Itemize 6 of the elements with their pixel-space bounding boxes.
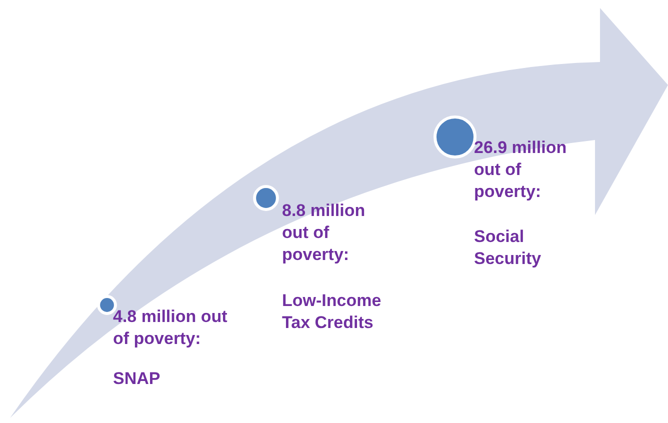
- category-label: Low-Income Tax Credits: [282, 291, 382, 332]
- data-label: 26.9 million out of poverty:: [474, 138, 567, 201]
- category-label: SNAP: [113, 369, 160, 388]
- category-label: Social Security: [474, 227, 542, 268]
- data-label: 8.8 million out of poverty:: [282, 201, 366, 264]
- data-label: 4.8 million out of poverty:: [113, 307, 228, 348]
